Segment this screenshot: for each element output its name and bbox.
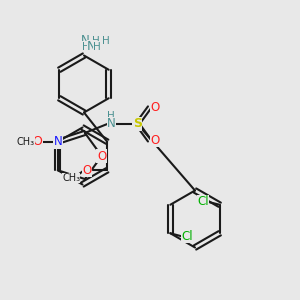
- Text: O: O: [97, 149, 106, 163]
- Text: CH₃: CH₃: [62, 173, 80, 183]
- Text: N: N: [81, 34, 90, 47]
- Text: H: H: [107, 111, 115, 122]
- Text: N: N: [53, 135, 62, 148]
- Text: Cl: Cl: [197, 195, 209, 208]
- Text: N: N: [107, 117, 116, 130]
- Text: S: S: [133, 117, 142, 130]
- Text: H: H: [92, 35, 100, 46]
- Text: O: O: [150, 134, 159, 147]
- Text: N: N: [87, 40, 96, 53]
- Text: O: O: [32, 135, 42, 148]
- Text: H: H: [93, 41, 101, 52]
- Text: O: O: [82, 164, 92, 177]
- Text: CH₃: CH₃: [17, 137, 35, 147]
- Text: H: H: [82, 41, 90, 52]
- Text: O: O: [150, 101, 159, 114]
- Text: H: H: [102, 35, 110, 46]
- Text: Cl: Cl: [181, 230, 193, 243]
